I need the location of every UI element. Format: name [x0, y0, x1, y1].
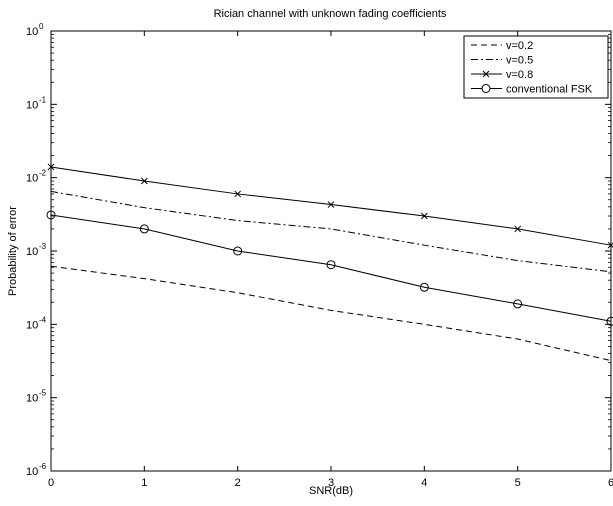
x-tick-label: 4	[421, 477, 427, 489]
x-tick-label: 2	[235, 477, 241, 489]
y-tick-label: 10 -5	[26, 389, 47, 405]
y-tick-label-base: 10	[26, 319, 38, 331]
legend-item: conventional FSK	[471, 84, 593, 96]
y-tick-label: 10 -3	[26, 242, 47, 258]
y-tick-label-base: 10	[26, 26, 38, 38]
y-tick-label: 10 -4	[26, 315, 47, 331]
legend-item: v=0.5	[471, 55, 533, 67]
x-tick-label: 0	[48, 477, 54, 489]
y-tick-label-exp: -6	[39, 462, 47, 471]
legend-label: v=0.2	[506, 40, 533, 52]
x-tick-label: 3	[328, 477, 334, 489]
data-point	[46, 210, 56, 220]
series-1	[50, 190, 612, 273]
data-point	[607, 241, 613, 249]
series-3	[46, 210, 613, 326]
y-tick-label: 10 -1	[26, 95, 47, 111]
y-tick-label-base: 10	[26, 393, 38, 405]
data-point	[233, 246, 243, 256]
data-point	[513, 299, 523, 309]
data-point	[419, 282, 429, 292]
data-point	[514, 225, 522, 233]
legend-label: v=0.5	[506, 55, 533, 67]
legend: v=0.2 v=0.5 v=0.8 conventional FSK	[463, 35, 609, 99]
axis-ticks	[50, 30, 612, 472]
x-tick-labels: 0 1 2 3 4 5 6	[48, 477, 613, 489]
y-tick-label-exp: -1	[39, 95, 47, 104]
series-line	[50, 190, 612, 273]
y-tick-label-exp: -2	[39, 169, 47, 178]
legend-marker	[482, 70, 490, 78]
series-2	[47, 163, 613, 249]
x-axis-label: SNR(dB)	[309, 485, 353, 497]
series-line	[50, 214, 612, 322]
data-point	[420, 212, 428, 220]
legend-label: conventional FSK	[506, 84, 593, 96]
data-point	[140, 177, 148, 185]
legend-marker	[481, 84, 491, 93]
data-point	[234, 190, 242, 198]
y-tick-label-exp: 0	[39, 22, 44, 31]
y-tick-label-base: 10	[26, 246, 38, 258]
data-point	[327, 201, 335, 208]
data-point	[326, 260, 336, 270]
legend-item: v=0.8	[471, 69, 533, 81]
x-tick-label: 6	[608, 477, 613, 489]
y-tick-label: 10 -6	[26, 462, 47, 478]
data-point	[139, 224, 149, 234]
y-tick-label-base: 10	[26, 466, 38, 478]
x-tick-label: 5	[515, 477, 521, 489]
data-point	[47, 163, 55, 171]
y-tick-label-base: 10	[26, 99, 38, 111]
y-axis-label: Probability of error	[7, 206, 19, 296]
y-tick-label-exp: -3	[39, 242, 47, 251]
chart-title: Rician channel with unknown fading coeff…	[214, 8, 447, 20]
series-line	[50, 265, 612, 362]
series-0	[50, 265, 612, 362]
x-tick-label: 1	[141, 477, 147, 489]
y-tick-label-exp: -4	[39, 315, 47, 324]
y-tick-label: 10 -2	[26, 169, 47, 185]
legend-item: v=0.2	[471, 40, 533, 52]
data-point	[606, 316, 613, 326]
y-tick-label-exp: -5	[39, 389, 47, 398]
legend-label: v=0.8	[506, 69, 533, 81]
series-layer	[46, 163, 613, 362]
y-tick-label: 10 0	[26, 22, 44, 38]
y-tick-label-base: 10	[26, 173, 38, 185]
